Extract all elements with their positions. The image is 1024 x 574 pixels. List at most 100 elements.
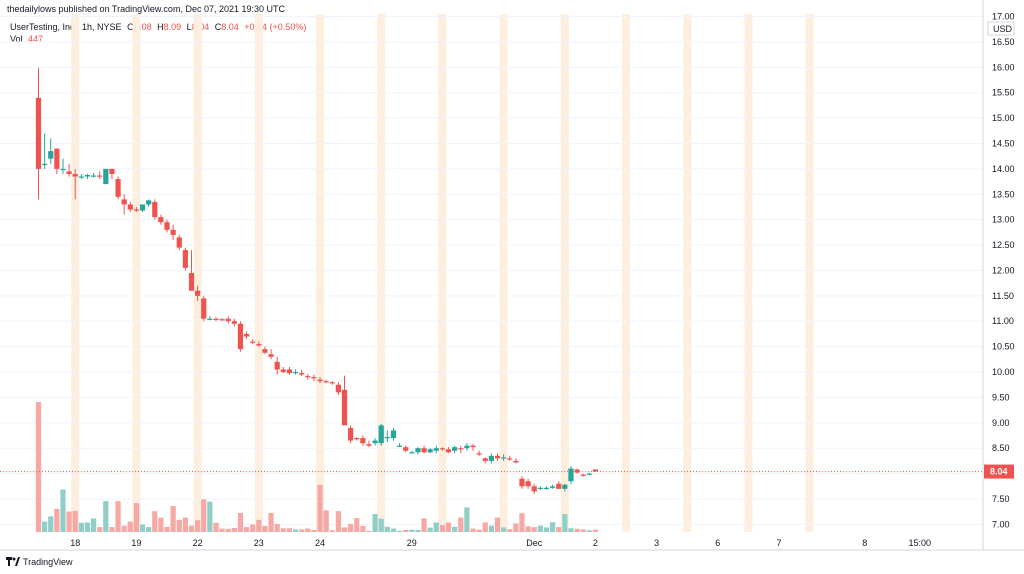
candle-body (268, 354, 274, 357)
candle-body (146, 200, 152, 205)
volume-bar (452, 526, 458, 532)
volume-bar (213, 522, 219, 532)
candle-body (188, 273, 195, 291)
volume-bar (329, 530, 335, 532)
volume-bar (580, 529, 586, 532)
currency-label: USD (993, 24, 1013, 34)
x-tick-label: 8 (862, 538, 867, 548)
volume-bar (164, 526, 170, 532)
volume-bar (421, 518, 427, 532)
candle-body (90, 175, 97, 177)
candle-body (329, 382, 335, 384)
high-value: 8.09 (163, 22, 182, 32)
y-tick-label: 11.50 (992, 291, 1014, 301)
volume-label: Vol (10, 34, 23, 44)
candle-body (213, 318, 219, 320)
volume-bar (592, 529, 599, 532)
candle-body (115, 179, 121, 197)
volume-bar (231, 527, 237, 532)
open-label: O (127, 22, 135, 32)
candle-body (452, 447, 458, 451)
session-band (438, 14, 447, 532)
last-price-badge (984, 464, 1014, 479)
session-band (254, 14, 263, 532)
volume-bar (146, 527, 152, 532)
candle-body (562, 484, 568, 489)
candle-body (305, 376, 311, 378)
volume-bar (513, 523, 519, 532)
volume-bar (396, 530, 403, 532)
candle-body (237, 323, 244, 350)
candle-body (507, 458, 513, 460)
volume-bar (494, 517, 501, 532)
candle-body (378, 425, 384, 444)
candle-body (231, 321, 237, 324)
volume-bar (427, 527, 433, 532)
candle-body (164, 222, 170, 230)
y-tick-label: 12.50 (992, 240, 1015, 250)
volume-bar (54, 508, 60, 532)
volume-bar (507, 529, 513, 532)
candle-body (519, 478, 525, 487)
volume-bar (97, 527, 103, 532)
y-tick-label: 15.50 (992, 88, 1015, 98)
volume-bar (366, 530, 372, 532)
volume-bar (219, 528, 225, 532)
volume-bar (133, 503, 140, 532)
x-tick-label: 3 (654, 538, 659, 548)
candle-body (458, 448, 464, 450)
candle-body (476, 453, 482, 455)
y-tick-label: 12.00 (992, 265, 1015, 275)
volume-bar (501, 527, 507, 532)
volume-bar (384, 526, 390, 532)
volume-bar (250, 524, 256, 532)
candle-body (292, 372, 299, 374)
candle-body (556, 483, 562, 489)
volume-bar (292, 529, 299, 532)
volume-bar (158, 517, 164, 532)
candle-body (501, 457, 507, 459)
close-value: 8.04 (221, 22, 239, 32)
candle-body (415, 448, 421, 453)
session-band (560, 14, 569, 532)
y-tick-label: 14.00 (992, 164, 1015, 174)
volume-bar (127, 521, 133, 532)
volume-legend[interactable]: Vol 447 (10, 34, 46, 44)
volume-bar (35, 402, 42, 532)
volume-bar (525, 526, 531, 532)
volume-bar (299, 529, 305, 532)
candle-body (48, 151, 54, 159)
candle-body (158, 217, 164, 223)
volume-bar (537, 525, 543, 532)
tradingview-footer[interactable]: TradingView (6, 557, 73, 567)
x-tick-label: 6 (715, 538, 720, 548)
volume-bar (458, 517, 464, 532)
y-tick-label: 7.00 (992, 519, 1010, 529)
candle-body (170, 229, 176, 235)
candle-body (243, 333, 250, 337)
volume-bar (378, 518, 384, 532)
session-band (193, 14, 202, 532)
candle-body (525, 481, 531, 487)
volume-bar (201, 499, 207, 532)
candle-body (531, 486, 537, 492)
volume-bar (176, 519, 182, 532)
volume-bar (305, 528, 311, 532)
candle-body (317, 379, 323, 382)
candle-body (433, 448, 439, 451)
volume-bar (464, 507, 470, 532)
x-tick-label: Dec (526, 538, 543, 548)
low-label: L (186, 22, 192, 32)
candle-body (299, 373, 305, 375)
candle-body (121, 199, 127, 205)
volume-bar (42, 521, 48, 532)
candle-body (360, 438, 366, 444)
candle-body (66, 171, 72, 174)
candle-body (390, 430, 397, 439)
footer-brand: TradingView (23, 557, 73, 567)
candle-body (152, 201, 158, 218)
y-tick-label: 9.50 (992, 392, 1010, 402)
currency-box (987, 21, 1015, 36)
y-tick-label: 14.50 (992, 139, 1015, 149)
